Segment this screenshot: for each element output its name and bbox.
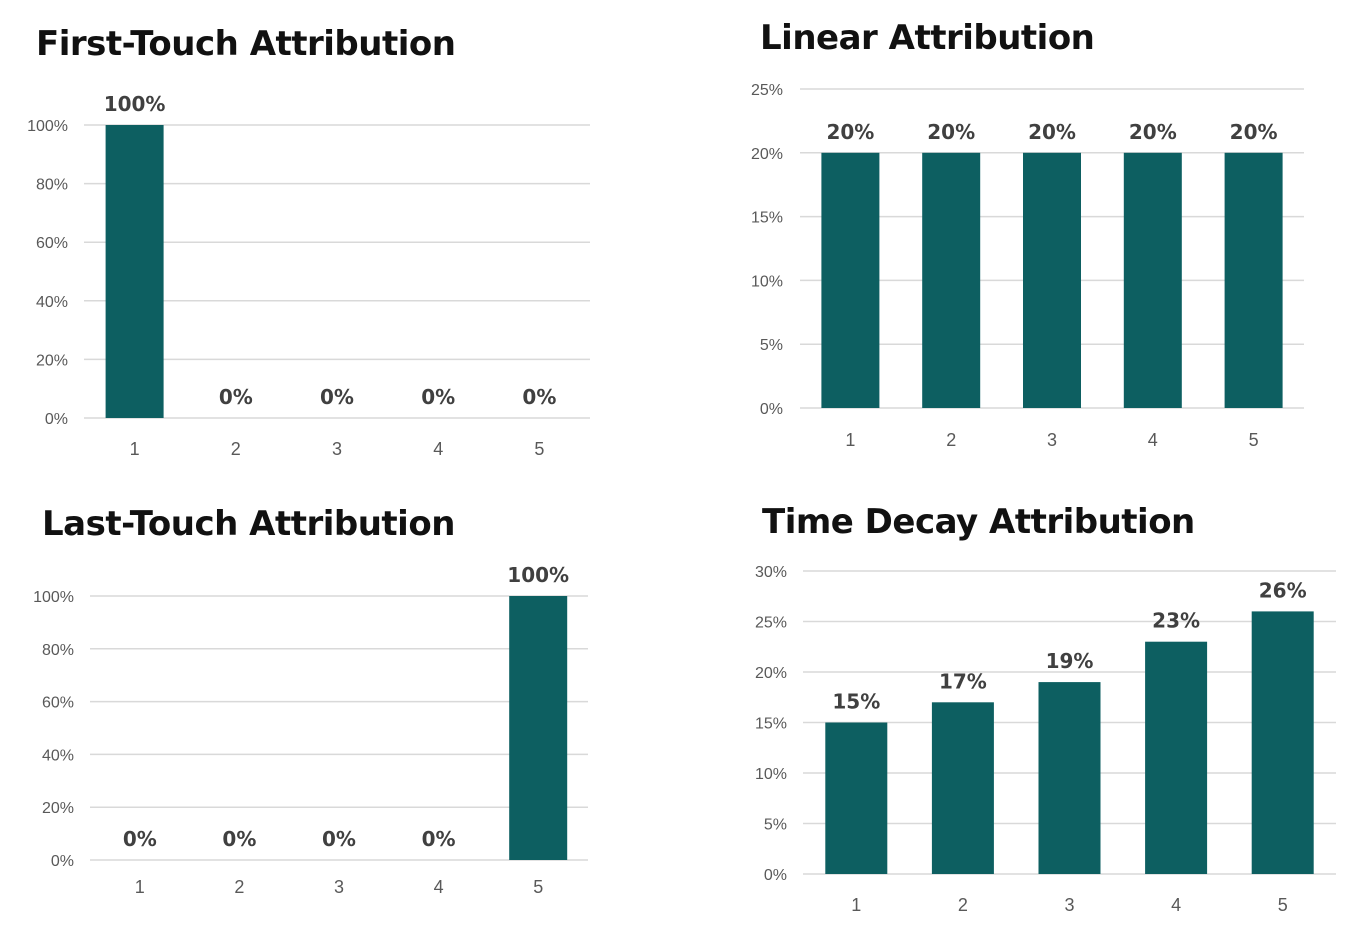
data-label: 20% — [927, 120, 975, 144]
y-tick-label: 60% — [42, 695, 74, 712]
x-tick-label: 2 — [946, 430, 956, 450]
y-tick-label: 0% — [51, 853, 74, 870]
bar — [825, 722, 888, 874]
data-label: 100% — [104, 92, 166, 116]
x-tick-label: 3 — [334, 877, 344, 897]
x-tick-label: 3 — [1064, 895, 1074, 915]
chart-title: Linear Attribution — [760, 18, 1095, 58]
bar — [922, 152, 981, 408]
y-tick-label: 15% — [751, 210, 783, 227]
bar — [1023, 152, 1081, 408]
y-tick-label: 20% — [751, 146, 783, 163]
bar — [931, 702, 994, 874]
chart-title: First-Touch Attribution — [36, 24, 456, 64]
y-tick-label: 0% — [764, 867, 787, 884]
data-label: 20% — [1230, 120, 1278, 144]
data-label: 0% — [522, 385, 556, 409]
x-tick-label: 3 — [332, 439, 342, 459]
y-tick-label: 20% — [42, 800, 74, 817]
y-tick-label: 80% — [36, 177, 68, 194]
bar — [821, 152, 880, 408]
x-tick-label: 1 — [845, 430, 855, 450]
x-tick-label: 2 — [231, 439, 241, 459]
data-label: 26% — [1259, 578, 1307, 602]
bar — [105, 125, 164, 418]
x-tick-label: 5 — [1249, 430, 1259, 450]
y-tick-label: 20% — [755, 665, 787, 682]
bar — [1251, 611, 1314, 874]
x-tick-label: 5 — [1278, 895, 1288, 915]
data-label: 15% — [832, 690, 880, 714]
y-tick-label: 80% — [42, 642, 74, 659]
y-tick-label: 5% — [764, 817, 787, 834]
data-label: 23% — [1152, 609, 1200, 633]
data-label: 0% — [421, 385, 455, 409]
data-label: 0% — [322, 827, 356, 851]
x-tick-label: 2 — [234, 877, 244, 897]
y-tick-label: 60% — [36, 235, 68, 252]
data-label: 0% — [422, 827, 456, 851]
x-tick-label: 1 — [851, 895, 861, 915]
bar — [1145, 641, 1208, 874]
y-tick-label: 5% — [760, 337, 783, 354]
data-label: 0% — [222, 827, 256, 851]
y-tick-label: 40% — [36, 294, 68, 311]
x-tick-label: 4 — [433, 439, 443, 459]
y-tick-label: 25% — [751, 82, 783, 99]
bar — [509, 596, 568, 860]
x-tick-label: 2 — [958, 895, 968, 915]
data-label: 19% — [1046, 649, 1094, 673]
y-tick-label: 40% — [42, 747, 74, 764]
data-label: 0% — [219, 385, 253, 409]
x-tick-label: 5 — [534, 439, 544, 459]
x-tick-label: 4 — [1171, 895, 1181, 915]
bar — [1038, 682, 1101, 874]
data-label: 20% — [1129, 120, 1177, 144]
y-tick-label: 0% — [45, 411, 68, 428]
y-tick-label: 30% — [755, 564, 787, 581]
bar — [1123, 152, 1182, 408]
x-tick-label: 3 — [1047, 430, 1057, 450]
data-label: 100% — [507, 563, 569, 587]
data-label: 17% — [939, 669, 987, 693]
bar — [1224, 152, 1283, 408]
x-tick-label: 1 — [135, 877, 145, 897]
y-tick-label: 0% — [760, 401, 783, 418]
x-tick-label: 1 — [130, 439, 140, 459]
data-label: 20% — [826, 120, 874, 144]
y-tick-label: 100% — [33, 589, 74, 606]
y-tick-label: 15% — [755, 716, 787, 733]
y-tick-label: 100% — [27, 118, 68, 135]
x-tick-label: 4 — [1148, 430, 1158, 450]
data-label: 20% — [1028, 120, 1076, 144]
x-tick-label: 5 — [533, 877, 543, 897]
chart-title: Last-Touch Attribution — [42, 504, 455, 544]
x-tick-label: 4 — [434, 877, 444, 897]
data-label: 0% — [123, 827, 157, 851]
y-tick-label: 25% — [755, 615, 787, 632]
chart-title: Time Decay Attribution — [762, 502, 1195, 542]
y-tick-label: 10% — [755, 766, 787, 783]
data-label: 0% — [320, 385, 354, 409]
y-tick-label: 10% — [751, 273, 783, 290]
y-tick-label: 20% — [36, 352, 68, 369]
